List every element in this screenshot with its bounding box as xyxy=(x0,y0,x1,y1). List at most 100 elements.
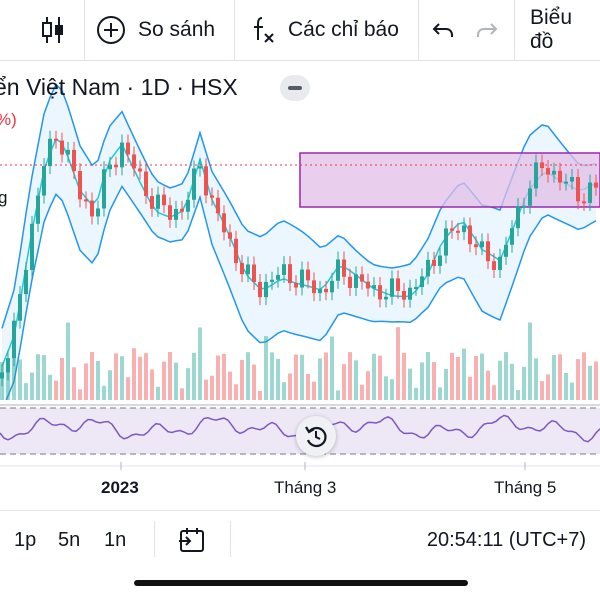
redo-button[interactable] xyxy=(474,0,500,60)
candle-body xyxy=(102,169,106,209)
volume-bar xyxy=(84,363,88,400)
undo-button[interactable] xyxy=(430,0,456,60)
clock-readout[interactable]: 20:54:11 (UTC+7) xyxy=(426,529,586,551)
candle-body xyxy=(246,264,250,275)
compare-button[interactable]: So sánh xyxy=(96,0,215,60)
interval-5n-button[interactable]: 5n xyxy=(58,529,81,551)
candle-body xyxy=(540,162,544,169)
bollinger-upper-line xyxy=(1,83,597,329)
candle-body xyxy=(156,194,160,209)
volume-bar xyxy=(264,336,268,400)
volume-bar xyxy=(348,352,352,400)
volume-bar xyxy=(516,389,520,400)
volume-bar xyxy=(330,336,334,400)
volume-bar xyxy=(252,364,256,400)
candle-body xyxy=(432,259,436,266)
volume-bar xyxy=(396,327,400,400)
toolbar-divider xyxy=(418,0,419,60)
candle-body xyxy=(510,228,514,245)
volume-bar xyxy=(594,361,598,400)
volume-bar xyxy=(468,376,472,400)
volume-bar xyxy=(204,379,208,400)
date-range-button[interactable] xyxy=(178,526,208,559)
volume-bar xyxy=(96,361,100,400)
symbol-legend: ển Việt Nam · 1D · HSX xyxy=(0,66,600,106)
volume-bar xyxy=(270,352,274,400)
calendar-range-icon xyxy=(179,528,204,552)
volume-bar xyxy=(300,354,304,400)
candle-body xyxy=(24,269,28,295)
compare-label: So sánh xyxy=(138,18,216,41)
volume-bar xyxy=(462,348,466,400)
rectangle-drawing[interactable] xyxy=(299,152,600,208)
volume-bar xyxy=(36,354,40,400)
volume-bar xyxy=(222,353,226,400)
candle-body xyxy=(186,199,190,212)
time-label-thang-5: Tháng 5 xyxy=(494,478,557,497)
candle-body xyxy=(546,168,550,175)
volume-bar xyxy=(6,365,10,400)
candle-body xyxy=(306,269,310,281)
volume-bar xyxy=(444,368,448,400)
volume-bar xyxy=(402,352,406,400)
volume-bar xyxy=(180,388,184,400)
volume-bar xyxy=(108,370,112,400)
candle-body xyxy=(414,287,418,290)
candle-body xyxy=(258,282,262,298)
candle-body xyxy=(528,188,532,206)
candle-body xyxy=(426,259,430,277)
candle-body xyxy=(384,296,388,300)
reset-chart-button[interactable] xyxy=(296,416,336,456)
volume-bar xyxy=(114,353,118,400)
indicators-button[interactable]: Các chỉ báo xyxy=(250,0,399,60)
candle-body xyxy=(420,276,424,288)
volume-bar xyxy=(216,355,220,400)
candle-body xyxy=(168,205,172,220)
interval-1p-button[interactable]: 1p xyxy=(14,529,37,551)
candle-body xyxy=(438,255,442,266)
candle-body xyxy=(468,225,472,245)
volume-bar xyxy=(12,352,16,400)
volume-bar xyxy=(66,322,70,400)
candle-body xyxy=(66,149,70,155)
volume-bar xyxy=(30,372,34,400)
volume-bar xyxy=(456,356,460,400)
price-change-fragment: %) xyxy=(0,110,17,129)
candle-body xyxy=(318,288,322,294)
volume-bar xyxy=(72,367,76,400)
volume-bar xyxy=(534,358,538,400)
volume-bar xyxy=(60,357,64,400)
candle-body xyxy=(456,230,460,233)
candle-body xyxy=(48,138,52,167)
candle-body xyxy=(366,281,370,289)
candle-body xyxy=(360,274,364,282)
candle-body xyxy=(228,232,232,239)
volume-bar xyxy=(324,352,328,400)
chart-type-button[interactable]: Biểu đồ xyxy=(530,0,600,60)
indicators-label: Các chỉ báo xyxy=(288,18,399,41)
volume-bar xyxy=(210,375,214,400)
candle-body xyxy=(300,269,304,288)
bollinger-lower-line xyxy=(5,184,597,400)
bottom-toolbar: 1p 5n 1n 20:54:11 (UTC+7) xyxy=(0,510,600,567)
candlestick-icon[interactable] xyxy=(40,0,66,60)
volume-bar xyxy=(588,365,592,400)
fx-icon xyxy=(254,17,274,43)
interval-1n-button[interactable]: 1n xyxy=(104,529,127,551)
volume-bar xyxy=(90,352,94,400)
candle-body xyxy=(570,176,574,182)
undo-icon xyxy=(432,23,453,37)
candle-body xyxy=(216,197,220,214)
candle-body xyxy=(372,285,376,289)
candle-body xyxy=(558,170,562,183)
collapse-legend-button[interactable] xyxy=(280,75,310,101)
volume-bar xyxy=(156,386,160,400)
symbol-title[interactable]: ển Việt Nam · 1D · HSX xyxy=(0,74,238,100)
toolbar-divider xyxy=(514,0,515,60)
candle-body xyxy=(390,278,394,297)
candle-body xyxy=(594,182,598,188)
candle-body xyxy=(78,171,82,200)
candle-body xyxy=(312,280,316,294)
candle-body xyxy=(324,288,328,293)
home-indicator xyxy=(134,580,468,586)
